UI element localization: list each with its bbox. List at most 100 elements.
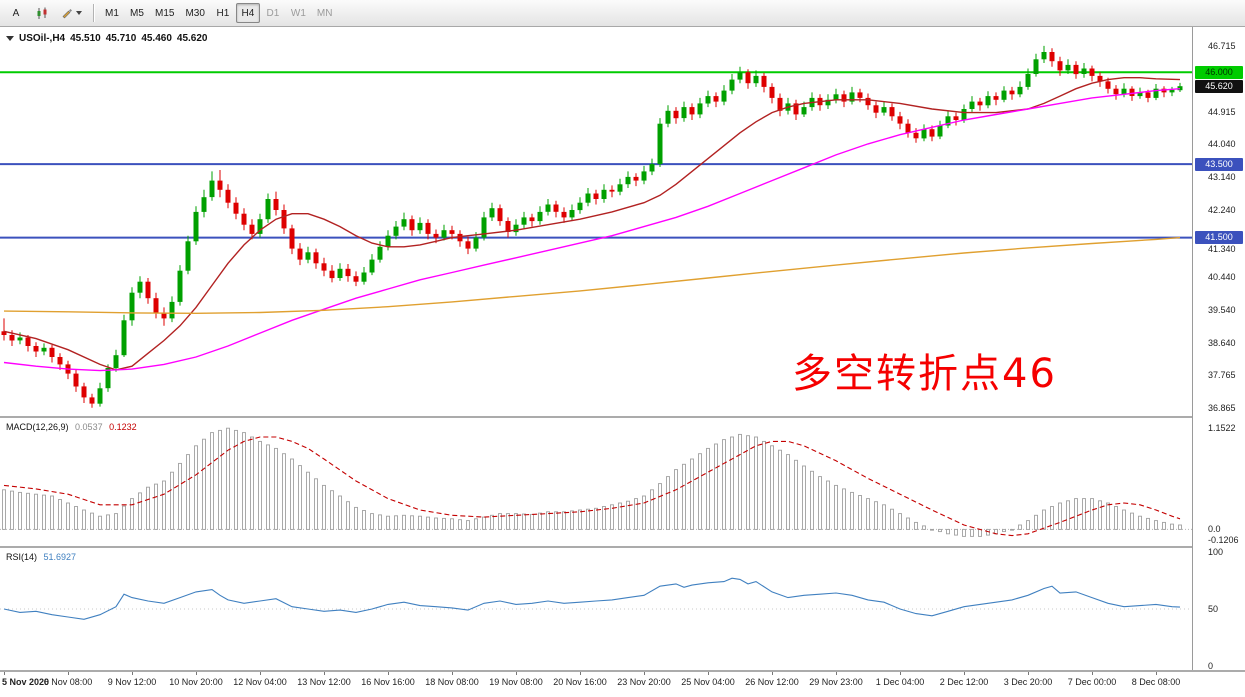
macd-canvas: [0, 427, 1192, 537]
time-axis-label: 19 Nov 08:00: [489, 677, 543, 687]
time-axis-tick: [1156, 672, 1157, 675]
chart-type-button[interactable]: [30, 3, 54, 23]
time-axis-label: 20 Nov 16:00: [553, 677, 607, 687]
time-axis-tick: [644, 672, 645, 675]
rsi-value: 51.6927: [43, 552, 77, 562]
collapse-triangle-icon[interactable]: [6, 36, 14, 41]
time-axis-label: 9 Nov 12:00: [107, 677, 157, 687]
toolbar: A M1 M5 M15 M30 H1 H4 D1 W1 MN: [0, 0, 1245, 27]
macd-axis-tick: -0.1206: [1208, 535, 1239, 545]
time-axis-tick: [1092, 672, 1093, 675]
time-axis-label: 8 Dec 08:00: [1131, 677, 1181, 687]
rsi-canvas: [0, 577, 1192, 620]
time-axis-tick: [4, 672, 5, 675]
time-axis-label: 18 Nov 08:00: [425, 677, 479, 687]
macd-value-signal: 0.1232: [109, 422, 137, 432]
timeframe-button-D1[interactable]: D1: [261, 3, 285, 23]
macd-value-main: 0.0537: [75, 422, 103, 432]
macd-panel[interactable]: MACD(12,26,9) 0.0537 0.1232: [0, 418, 1192, 546]
price-axis-tick: 44.040: [1208, 139, 1236, 150]
time-axis-tick: [580, 672, 581, 675]
pointer-tool-button[interactable]: A: [4, 3, 28, 23]
timeframe-button-M15[interactable]: M15: [150, 3, 179, 23]
timeframe-button-H1[interactable]: H1: [211, 3, 235, 23]
time-axis-label: 6 Nov 08:00: [43, 677, 93, 687]
pencil-icon: [62, 9, 72, 19]
rsi-axis-tick: 100: [1208, 547, 1224, 557]
price-axis-tick: 39.540: [1208, 304, 1236, 315]
toolbar-separator: [93, 4, 94, 22]
time-axis-label: 7 Dec 00:00: [1067, 677, 1117, 687]
price-axis-tick: 42.240: [1208, 205, 1236, 216]
time-axis-label: 2 Dec 12:00: [939, 677, 989, 687]
rsi-axis-tick: 50: [1208, 604, 1219, 614]
drawing-tools-dropdown[interactable]: [56, 3, 87, 23]
timeframe-group: M1 M5 M15 M30 H1 H4 D1 W1 MN: [100, 3, 337, 23]
time-axis-tick: [196, 672, 197, 675]
time-axis-label: 26 Nov 12:00: [745, 677, 799, 687]
macd-axis-tick: 0.0: [1208, 524, 1221, 535]
price-axis-tick: 44.915: [1208, 107, 1236, 118]
price-axis-tick: 41.340: [1208, 244, 1236, 255]
price-axis-tick: 37.765: [1208, 369, 1236, 380]
timeframe-button-H4[interactable]: H4: [235, 3, 260, 23]
time-axis-tick: [68, 672, 69, 675]
price-scale[interactable]: 46.715 44.915 44.040 43.140 42.240 41.340 40.4…: [1192, 27, 1245, 671]
time-axis-tick: [132, 672, 133, 675]
macd-label: MACD(12,26,9) 0.0537 0.1232: [6, 422, 137, 432]
ohlc-close: 45.620: [176, 33, 208, 44]
price-chart-canvas: [0, 45, 1192, 408]
time-axis-tick: [836, 672, 837, 675]
time-axis-tick: [516, 672, 517, 675]
symbol-info: USOil-,H4 45.510 45.710 45.460 45.620: [6, 33, 208, 44]
time-axis-label: 3 Dec 20:00: [1003, 677, 1053, 687]
price-badge-46.000: 46.000: [1195, 65, 1243, 79]
rsi-panel[interactable]: RSI(14) 51.6927: [0, 548, 1192, 670]
time-axis-label: 12 Nov 04:00: [233, 677, 287, 687]
time-axis-tick: [900, 672, 901, 675]
timeframe-button-M1[interactable]: M1: [100, 3, 124, 23]
timeframe-button-MN[interactable]: MN: [312, 3, 338, 23]
time-axis-label: 1 Dec 04:00: [875, 677, 925, 687]
price-axis-tick: 43.140: [1208, 172, 1236, 183]
price-badge-45.620: 45.620: [1195, 79, 1243, 93]
time-axis-label: 23 Nov 20:00: [617, 677, 671, 687]
time-axis[interactable]: 5 Nov 2020 6 Nov 08:00 9 Nov 12:00 10 Nov 2…: [0, 672, 1245, 697]
rsi-axis-tick: 0: [1208, 661, 1214, 671]
time-axis-tick: [452, 672, 453, 675]
timeframe-button-W1[interactable]: W1: [286, 3, 311, 23]
time-axis-label: 5 Nov 2020: [2, 677, 50, 687]
panel-separator[interactable]: [0, 546, 1245, 548]
time-axis-tick: [324, 672, 325, 675]
panel-separator[interactable]: [0, 670, 1245, 672]
macd-axis-tick: 1.1522: [1208, 423, 1236, 433]
time-axis-tick: [964, 672, 965, 675]
price-badge-43.500: 43.500: [1195, 157, 1243, 171]
time-axis-label: 29 Nov 23:00: [809, 677, 863, 687]
price-axis-tick: 46.715: [1208, 40, 1236, 51]
price-axis-tick: 38.640: [1208, 337, 1236, 348]
time-axis-tick: [772, 672, 773, 675]
chevron-down-icon: [76, 11, 82, 15]
timeframe-button-M30[interactable]: M30: [180, 3, 209, 23]
time-axis-label: 16 Nov 16:00: [361, 677, 415, 687]
time-axis-tick: [1028, 672, 1029, 675]
price-badge-41.500: 41.500: [1195, 231, 1243, 245]
time-axis-label: 10 Nov 20:00: [169, 677, 223, 687]
time-axis-tick: [260, 672, 261, 675]
time-axis-label: 13 Nov 12:00: [297, 677, 351, 687]
pointer-tool-label: A: [12, 7, 20, 19]
chart-annotation: 多空转折点46: [792, 351, 1057, 397]
candlestick-chart-icon: [37, 7, 46, 19]
ohlc-high: 45.710: [105, 33, 137, 44]
symbol-name: USOil-,H4: [19, 33, 66, 44]
main-chart-panel[interactable]: USOil-,H4 45.510 45.710 45.460 45.620 多空…: [0, 27, 1192, 416]
time-axis-label: 25 Nov 04:00: [681, 677, 735, 687]
ohlc-open: 45.510: [70, 33, 101, 44]
time-axis-tick: [388, 672, 389, 675]
timeframe-button-M5[interactable]: M5: [125, 3, 149, 23]
panel-separator[interactable]: [0, 416, 1245, 418]
time-axis-tick: [708, 672, 709, 675]
price-axis-tick: 36.865: [1208, 402, 1236, 413]
